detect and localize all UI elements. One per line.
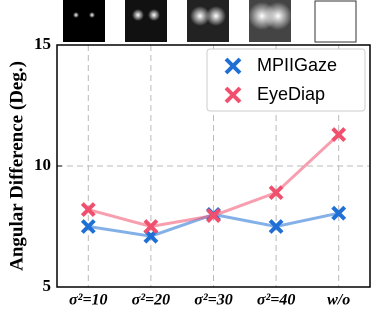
data-point [206,208,221,224]
legend-label: EyeDiap [257,84,325,104]
plot-frame [56,44,371,288]
legend-marker [224,86,242,104]
x-tick-label: w/o [327,292,350,309]
data-point [268,185,284,201]
legend-marker [224,57,242,75]
x-tick-label: σ²=10 [69,292,108,309]
legend-box [206,48,366,112]
data-point [80,219,96,234]
data-point [331,205,347,221]
y-axis-label: Angular Difference (Deg.) [6,61,27,271]
x-tick-label: σ²=20 [132,292,171,309]
data-point [80,202,96,217]
data-point [268,219,284,234]
y-tick-label: 5 [43,276,52,295]
data-point [143,219,159,234]
thumbnails [63,0,357,43]
y-tick-label: 10 [34,155,51,174]
x-tick-label: σ²=30 [194,292,233,309]
x-tick-label: σ²=40 [257,292,296,309]
legend-label: MPIIGaze [257,55,337,75]
data-point [331,127,347,142]
y-tick-label: 15 [34,34,51,53]
